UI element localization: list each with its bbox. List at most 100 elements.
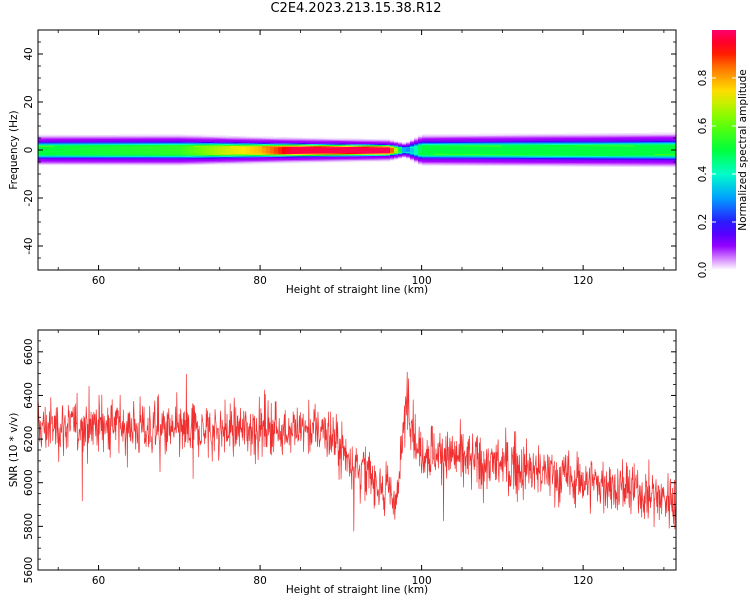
spectrogram-cell: [314, 141, 319, 143]
spectrogram-cell: [470, 151, 475, 153]
spectrogram-cell: [562, 160, 567, 162]
spectrogram-cell: [458, 141, 463, 143]
spectrogram-cell: [354, 145, 359, 147]
spectrogram-cell: [454, 143, 459, 146]
spectrogram-cell: [594, 156, 599, 159]
spectrogram-cell: [470, 135, 475, 138]
spectrogram-cell: [70, 148, 75, 150]
spectrogram-cell: [590, 164, 595, 166]
spectrogram-cell: [126, 139, 131, 142]
spectrogram-cell: [306, 149, 311, 152]
spectrogram-cell: [46, 143, 51, 145]
spectrogram-cell: [546, 156, 551, 159]
spectrogram-cell: [530, 157, 535, 160]
spectrogram-cell: [238, 155, 243, 157]
spectrogram-cell: [42, 153, 47, 156]
spectrogram-cell: [650, 158, 655, 160]
spectrogram-cell: [482, 141, 487, 144]
spectrogram-cell: [346, 151, 351, 153]
spectrogram-cell: [482, 163, 487, 165]
spectrogram-cell: [618, 165, 623, 167]
spectrogram-cell: [254, 141, 259, 143]
spectrogram-cell: [430, 142, 435, 144]
spectrogram-cell: [622, 164, 627, 166]
spectrogram-cell: [274, 158, 279, 161]
spectrogram-cell: [154, 141, 159, 143]
spectrogram-cell: [214, 162, 219, 165]
spectrogram-cell: [250, 148, 255, 151]
spectrogram-cell: [370, 143, 375, 146]
spectrogram-cell: [422, 160, 427, 162]
spectrogram-cell: [326, 145, 331, 148]
spectrogram-cell: [254, 151, 259, 153]
spectrogram-cell: [462, 153, 467, 156]
spectrogram-cell: [286, 149, 291, 151]
spectrogram-cell: [402, 148, 407, 150]
spectrogram-cell: [566, 142, 571, 144]
spectrogram-cell: [658, 159, 663, 162]
spectrogram-cell: [466, 139, 471, 141]
spectrogram-cell: [302, 141, 307, 144]
spectrogram-cell: [606, 162, 611, 165]
spectrogram-cell: [470, 140, 475, 142]
spectrogram-cell: [94, 155, 99, 157]
spectrogram-cell: [654, 145, 659, 147]
spectrogram-cell: [634, 133, 639, 135]
spectrogram-cell: [482, 153, 487, 156]
spectrogram-cell: [154, 139, 159, 142]
spectrogram-cell: [438, 137, 443, 140]
spectrogram-cell: [442, 160, 447, 163]
spectrogram-cell: [342, 147, 347, 150]
spectrogram-cell: [102, 137, 107, 139]
spectrogram-cell: [402, 144, 407, 146]
spectrogram-cell: [470, 159, 475, 162]
spectrogram-cell: [474, 162, 479, 164]
spectrogram-cell: [186, 157, 191, 160]
spectrogram-cell: [62, 156, 67, 158]
spectrogram-cell: [62, 140, 67, 143]
spectrogram-cell: [654, 154, 659, 157]
spectrogram-cell: [138, 138, 143, 141]
spectrogram-cell: [370, 142, 375, 145]
spectrogram-cell: [82, 157, 87, 160]
spectrogram-cell: [510, 134, 515, 137]
spectrogram-cell: [78, 136, 83, 138]
spectrogram-cell: [474, 144, 479, 146]
spectrogram-cell: [658, 153, 663, 156]
spectrogram-cell: [134, 151, 139, 154]
spectrogram-cell: [282, 157, 287, 160]
spectrogram-cell: [566, 147, 571, 149]
spectrogram-cell: [446, 143, 451, 146]
spectrogram-cell: [478, 152, 483, 154]
spectrogram-cell: [518, 133, 523, 136]
spectrogram-cell: [634, 151, 639, 153]
spectrogram-cell: [638, 151, 643, 153]
spectrogram-cell: [322, 141, 327, 143]
spectrogram-cell: [394, 158, 399, 160]
spectrogram-cell: [670, 137, 675, 139]
spectrogram-cell: [186, 154, 191, 156]
spectrogram-cell: [670, 151, 675, 153]
spectrogram-cell: [622, 143, 627, 146]
spectrogram-cell: [426, 162, 431, 165]
spectrogram-cell: [570, 144, 575, 147]
spectrogram-cell: [246, 153, 251, 156]
spectrogram-cell: [118, 133, 123, 136]
spectrogram-cell: [574, 160, 579, 162]
spectrogram-cell: [586, 153, 591, 155]
spectrogram-cell: [150, 135, 155, 137]
spectrogram-cell: [50, 161, 55, 163]
spectrogram-cell: [214, 153, 219, 155]
spectrogram-cell: [254, 158, 259, 160]
spectrogram-cell: [458, 148, 463, 151]
spectrogram-cell: [450, 148, 455, 151]
spectrogram-cell: [162, 135, 167, 137]
spectrogram-cell: [566, 139, 571, 142]
spectrogram-cell: [350, 151, 355, 153]
spectrogram-cell: [46, 158, 51, 161]
spectrogram-cell: [454, 157, 459, 159]
spectrogram-cell: [122, 151, 127, 154]
spectrogram-cell: [226, 163, 231, 166]
spectrogram-cell: [618, 141, 623, 143]
spectrogram-cell: [606, 148, 611, 151]
